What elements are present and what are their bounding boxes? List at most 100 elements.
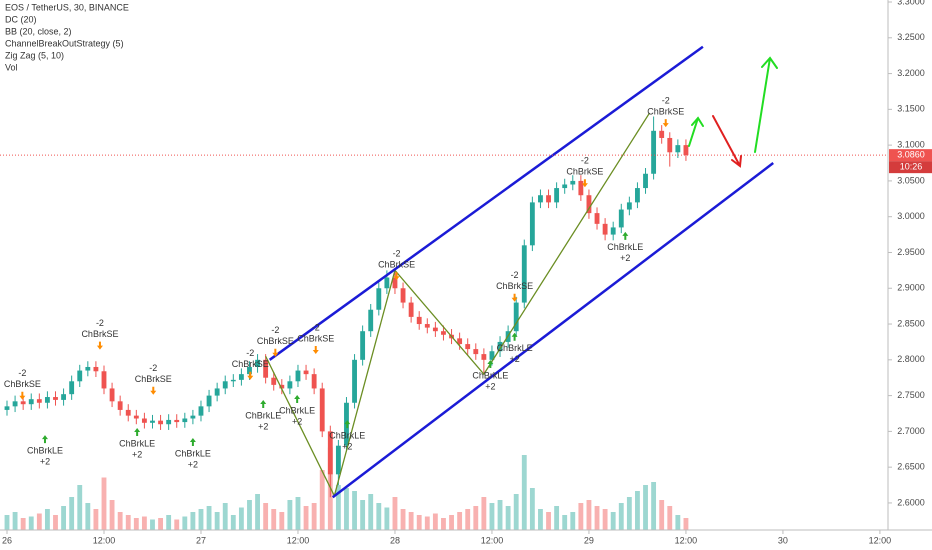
signal-label: ChBrkLE xyxy=(329,430,365,440)
volume-bar xyxy=(529,488,535,530)
volume-bar xyxy=(586,500,592,530)
candle-body xyxy=(271,377,277,385)
candle-body xyxy=(230,379,236,382)
long-signal-arrow xyxy=(487,359,494,368)
countdown-label: 10:26 xyxy=(900,162,923,172)
y-tick-label: 2.7000 xyxy=(897,426,925,436)
candle-body xyxy=(651,130,657,174)
volume-bar xyxy=(133,518,139,530)
candle-body xyxy=(408,302,414,317)
short-signal-arrow xyxy=(312,345,319,354)
candle-body xyxy=(368,309,374,332)
signal-qty: -2 xyxy=(393,249,401,259)
short-signal-arrow xyxy=(19,391,26,400)
candle-body xyxy=(311,374,317,389)
candle-body xyxy=(327,431,333,475)
short-signal-arrow xyxy=(393,272,400,281)
candle-body xyxy=(618,209,624,228)
signal-label: ChBrkSE xyxy=(647,106,684,116)
signal-qty: -2 xyxy=(246,348,254,358)
short-signal-arrow xyxy=(662,119,669,128)
y-tick-label: 2.8500 xyxy=(897,318,925,328)
signal-qty: +2 xyxy=(620,253,630,263)
volume-bar xyxy=(489,503,495,530)
indicator: BB (20, close, 2) xyxy=(5,26,72,36)
candle-body xyxy=(255,359,260,367)
volume-bar xyxy=(174,519,180,530)
candle-body xyxy=(247,366,252,375)
candle-body xyxy=(457,338,463,345)
signal-label: ChBrkLE xyxy=(175,448,211,458)
volume-bar xyxy=(392,497,398,530)
volume-bar xyxy=(190,512,196,530)
short-signal-arrow xyxy=(511,293,518,302)
candle-body xyxy=(570,180,576,185)
volume-bar xyxy=(578,503,584,530)
volume-bar xyxy=(117,512,123,530)
trend-line xyxy=(268,45,704,361)
candle-body xyxy=(335,445,341,475)
volume-bar xyxy=(384,507,390,530)
short-signal-arrow xyxy=(96,341,103,350)
signal-label: ChBrkLE xyxy=(279,405,315,415)
signal-label: ChBrkSE xyxy=(297,333,334,343)
volume-bar xyxy=(230,515,236,530)
volume-bar xyxy=(554,506,560,530)
candle-body xyxy=(538,195,543,203)
volume-bar xyxy=(247,500,252,530)
volume-bar xyxy=(675,515,681,530)
candle-body xyxy=(20,401,26,405)
signal-label: ChBrkSE xyxy=(232,359,269,369)
volume-bar xyxy=(424,516,430,530)
long-signal-arrow xyxy=(260,400,267,409)
x-tick-label: 12:00 xyxy=(93,535,116,545)
signal-qty: +2 xyxy=(342,441,352,451)
candle-body xyxy=(174,419,180,423)
volume-bar xyxy=(651,482,657,530)
candle-body xyxy=(465,344,471,350)
volume-bar xyxy=(61,506,67,530)
x-tick-label: 12:00 xyxy=(675,535,698,545)
candle-body xyxy=(133,415,139,419)
candle-body xyxy=(206,395,212,407)
candle-body xyxy=(643,173,648,189)
candle-body xyxy=(521,245,527,303)
signal-qty: +2 xyxy=(258,421,268,431)
candle-body xyxy=(635,188,640,203)
candle-body xyxy=(384,277,390,289)
x-tick-label: 12:00 xyxy=(481,535,504,545)
volume-bar xyxy=(109,500,115,530)
signal-qty: +2 xyxy=(485,381,495,391)
signal-label: ChBrkSE xyxy=(257,336,294,346)
volume-bar xyxy=(93,509,99,530)
volume-bar xyxy=(505,506,511,530)
signal-label: ChBrkLE xyxy=(27,445,63,455)
volume-bar xyxy=(125,515,131,530)
candle-body xyxy=(683,145,689,156)
long-signal-arrow xyxy=(622,231,629,240)
short-signal-arrow xyxy=(150,386,157,395)
candle-body xyxy=(125,409,131,416)
volume-bar xyxy=(198,509,204,530)
volume-bar xyxy=(20,518,26,530)
y-tick-label: 2.7500 xyxy=(897,390,925,400)
candle-body xyxy=(295,370,301,382)
signal-qty: -2 xyxy=(18,368,26,378)
y-tick-label: 3.3000 xyxy=(897,0,925,6)
signal-qty: +2 xyxy=(292,416,302,426)
short-signal-arrow xyxy=(247,371,254,380)
signal-label: ChBrkLE xyxy=(245,410,281,420)
candle-body xyxy=(319,388,325,432)
candle-body xyxy=(602,223,608,235)
volume-bar xyxy=(546,512,551,530)
candle-body xyxy=(214,388,220,396)
candle-body xyxy=(287,381,293,389)
candle-body xyxy=(626,202,632,210)
volume-bar xyxy=(683,518,689,530)
candle-body xyxy=(586,195,592,214)
candle-body xyxy=(562,184,568,189)
candle-body xyxy=(44,397,50,403)
volume-bar xyxy=(449,515,454,530)
volume-bar xyxy=(303,506,309,530)
